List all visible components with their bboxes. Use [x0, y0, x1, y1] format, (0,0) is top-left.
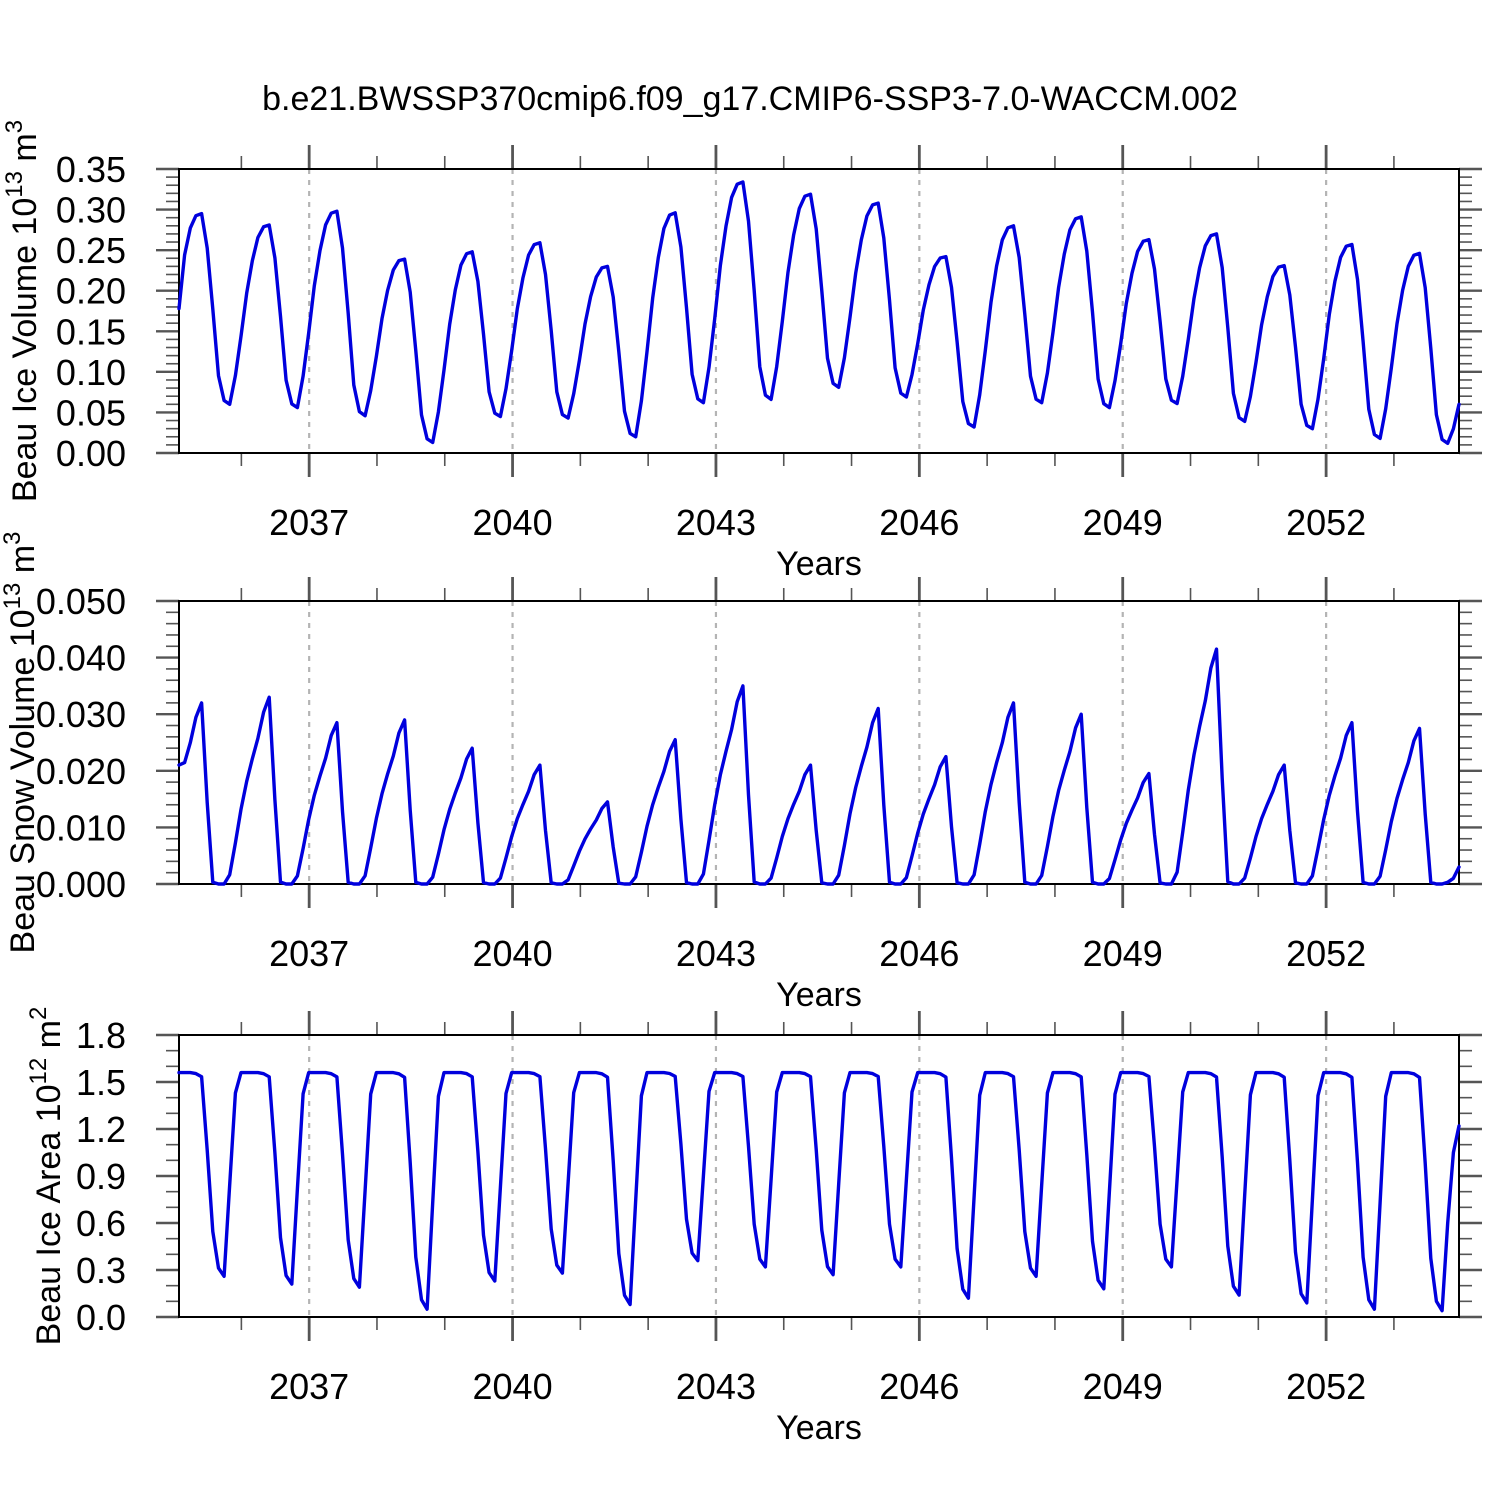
y-tick-label: 0.030	[36, 694, 126, 735]
x-tick-label: 2046	[879, 1366, 959, 1407]
x-axis-title: Years	[776, 545, 862, 583]
y-tick-label: 0.3	[76, 1250, 126, 1291]
data-line-beau-snow-volume	[177, 647, 1461, 886]
y-tick-label: 0.10	[56, 352, 126, 393]
data-line-beau-ice-area	[177, 1070, 1461, 1313]
y-axis-title: Beau Snow Volume 1013 m3	[0, 532, 42, 954]
figure-title: b.e21.BWSSP370cmip6.f09_g17.CMIP6-SSP3-7…	[262, 80, 1238, 118]
y-tick-label: 0.35	[56, 149, 126, 190]
x-tick-label: 2052	[1286, 502, 1366, 543]
y-axis-title: Beau Ice Area 1012 m2	[25, 1007, 68, 1346]
x-tick-label: 2037	[269, 502, 349, 543]
x-tick-label: 2052	[1286, 1366, 1366, 1407]
y-tick-label: 0.25	[56, 230, 126, 271]
y-tick-label: 0.00	[56, 433, 126, 474]
x-tick-label: 2040	[473, 933, 553, 974]
y-tick-label: 0.9	[76, 1156, 126, 1197]
x-axis-title: Years	[776, 976, 862, 1014]
x-tick-label: 2037	[269, 933, 349, 974]
x-tick-label: 2043	[676, 933, 756, 974]
x-tick-label: 2043	[676, 1366, 756, 1407]
y-tick-label: 1.2	[76, 1109, 126, 1150]
data-line-beau-ice-volume	[177, 180, 1461, 445]
x-tick-label: 2049	[1083, 502, 1163, 543]
y-tick-label: 0.020	[36, 751, 126, 792]
y-tick-label: 0.040	[36, 638, 126, 679]
x-tick-label: 2037	[269, 1366, 349, 1407]
y-tick-label: 0.15	[56, 311, 126, 352]
x-tick-label: 2049	[1083, 933, 1163, 974]
y-tick-label: 0.30	[56, 190, 126, 231]
x-tick-label: 2046	[879, 502, 959, 543]
y-tick-label: 0.20	[56, 271, 126, 312]
y-tick-label: 0.010	[36, 807, 126, 848]
y-tick-label: 0.050	[36, 581, 126, 622]
panel-3: 0.0 0.3 0.6 0.9 1.2 1.5 1.8 2037 2040 2043 2046 204…	[25, 1007, 1482, 1447]
axis-box	[178, 600, 1460, 885]
y-tick-label: 0.05	[56, 392, 126, 433]
y-tick-label: 1.5	[76, 1062, 126, 1103]
axis-box	[178, 1034, 1460, 1318]
x-tick-label: 2052	[1286, 933, 1366, 974]
x-axis-title: Years	[776, 1409, 862, 1447]
panel-1: 0.000.050.100.150.200.250.300.35 2037 2040…	[1, 120, 1482, 583]
y-tick-label: 0.0	[76, 1297, 126, 1338]
y-tick-label: 0.6	[76, 1203, 126, 1244]
y-tick-label: 1.8	[76, 1015, 126, 1056]
x-tick-label: 2049	[1083, 1366, 1163, 1407]
panel-2: 0.000 0.010 0.020 0.030 0.040 0.050 2037 2040 20…	[0, 532, 1482, 1014]
x-tick-label: 2040	[473, 502, 553, 543]
x-tick-label: 2043	[676, 502, 756, 543]
x-tick-label: 2046	[879, 933, 959, 974]
axis-box	[178, 168, 1460, 454]
y-axis-title: Beau Ice Volume 1013 m3	[1, 120, 44, 502]
x-tick-label: 2040	[473, 1366, 553, 1407]
y-tick-label: 0.000	[36, 864, 126, 905]
